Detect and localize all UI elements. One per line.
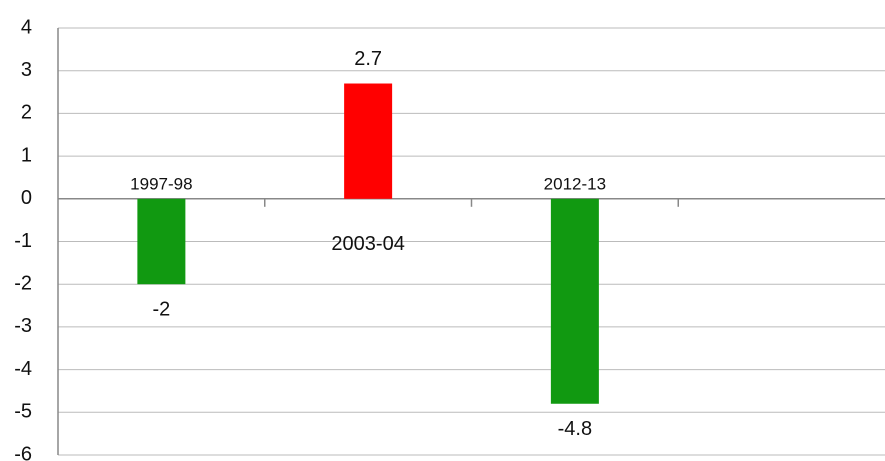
y-tick-label: 0 <box>21 187 32 209</box>
value-label: 2.7 <box>354 48 382 70</box>
x-tick-label: 1997-98 <box>130 174 192 193</box>
y-tick-label: 4 <box>21 16 32 38</box>
y-tick-label: 2 <box>21 102 32 124</box>
value-label: -2 <box>152 298 170 320</box>
bar <box>344 83 393 199</box>
value-label: -4.8 <box>558 418 592 440</box>
bar <box>550 198 599 404</box>
y-tick-label: 3 <box>21 59 32 81</box>
y-tick-label: -2 <box>14 272 32 294</box>
y-tick-label: -5 <box>14 401 32 423</box>
bar <box>137 198 186 285</box>
x-tick-label: 2012-13 <box>544 174 606 193</box>
y-tick-label: -6 <box>14 443 32 461</box>
y-tick-label: -4 <box>14 358 32 380</box>
y-tick-label: -1 <box>14 230 32 252</box>
x-tick-label: 2003-04 <box>331 233 404 255</box>
y-tick-label: 1 <box>21 144 32 166</box>
y-tick-label: -3 <box>14 315 32 337</box>
